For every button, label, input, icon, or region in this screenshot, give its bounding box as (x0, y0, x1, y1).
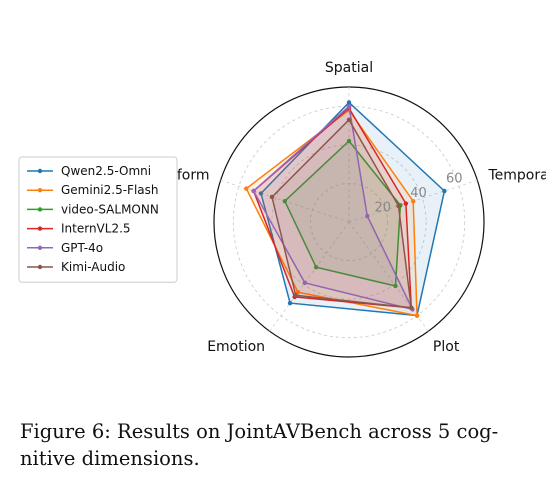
legend-entry: GPT-4o (27, 241, 103, 255)
legend-swatch-marker (37, 188, 43, 193)
legend-entry: Gemini2.5-Flash (27, 183, 159, 197)
series-point (393, 283, 398, 289)
radial-tick-label: 20 (374, 201, 391, 216)
tick-layer: 20 40 60 (374, 172, 462, 216)
radial-tick-label: 40 (410, 186, 427, 201)
legend-swatch-marker (37, 264, 43, 270)
series-point (414, 313, 420, 318)
series-polygon (271, 118, 413, 309)
legend-entry: Qwen2.5-Omni (27, 164, 151, 178)
series-point (313, 265, 319, 270)
series-layer (244, 100, 447, 318)
axis-label-spatial: Spatial (325, 60, 373, 76)
legend-entry: Kimi-Audio (27, 260, 125, 274)
series-point (302, 280, 307, 286)
series-point (251, 188, 256, 194)
grid-spoke (269, 221, 350, 332)
series-point (396, 203, 401, 209)
legend-entry: InternVL2.5 (27, 222, 131, 236)
series-point (403, 201, 409, 206)
series-point (346, 117, 352, 122)
legend-label: InternVL2.5 (61, 222, 131, 236)
series-point (410, 198, 416, 204)
series-point (244, 186, 249, 191)
series-kimi-audio (269, 117, 414, 311)
series-point (287, 300, 293, 306)
series-point (295, 290, 301, 295)
series-point (258, 191, 264, 196)
series-point (409, 305, 414, 311)
grid-circle (232, 105, 466, 339)
legend-label: Gemini2.5-Flash (61, 183, 159, 197)
series-point (269, 194, 275, 200)
legend-swatch-marker (37, 168, 43, 174)
series-point (346, 138, 352, 144)
axis-label-plot: Plot (433, 339, 460, 355)
series-point (346, 100, 352, 105)
series-polygon (252, 104, 414, 311)
series-point (365, 213, 370, 219)
legend-entry: video-SALMONN (27, 202, 159, 216)
legend-box (18, 156, 178, 283)
legend-label: Qwen2.5-Omni (61, 164, 151, 178)
legend-label: video-SALMONN (61, 202, 159, 216)
grid-circle (271, 144, 427, 300)
legend-swatch-marker (37, 245, 43, 250)
legend-label: GPT-4o (61, 241, 103, 255)
grid-spoke (348, 221, 429, 332)
legend-swatch-marker (37, 226, 43, 231)
series-point (346, 104, 352, 109)
legend-label: Kimi-Audio (61, 260, 125, 274)
series-polygon (260, 101, 446, 317)
series-point (282, 198, 288, 204)
axis-label-emotion: Emotion (207, 339, 265, 355)
series-point (293, 293, 298, 298)
legend: Qwen2.5-Omni Gemini2.5-Flash video-SALMONN… (18, 156, 178, 283)
figure-caption: Figure 6: Results on JointAVBench across… (20, 420, 499, 470)
radial-tick-label: 60 (446, 172, 463, 187)
legend-swatch-marker (37, 207, 43, 212)
series-point (442, 188, 447, 194)
axis-label-temporal: Temporal (488, 168, 546, 184)
